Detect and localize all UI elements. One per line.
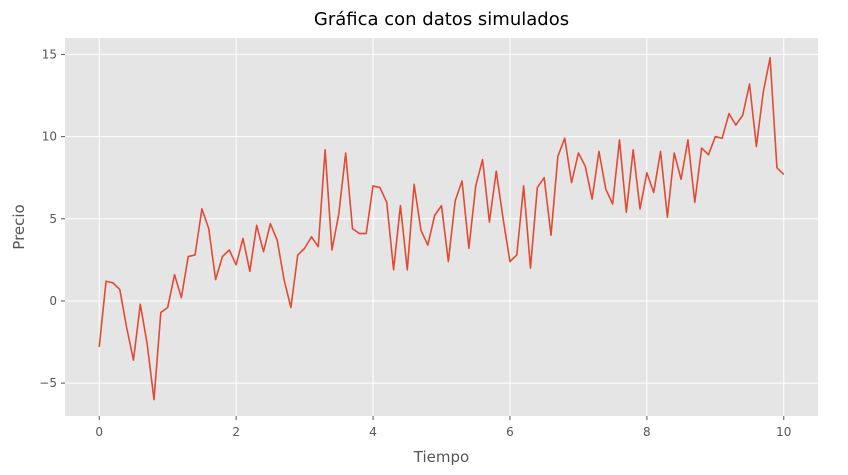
x-tick-label: 0: [95, 425, 103, 439]
tick-labels: 0 2 4 6 8 10 −5 0 5 10 15: [39, 47, 791, 439]
x-tick-label: 2: [232, 425, 240, 439]
y-tick-label: −5: [39, 376, 57, 390]
plot-background: [65, 38, 818, 416]
x-tick-label: 10: [776, 425, 791, 439]
y-tick-label: 0: [49, 294, 57, 308]
gridlines: [65, 38, 818, 416]
x-tick-label: 6: [506, 425, 514, 439]
y-axis-label: Precio: [10, 204, 28, 249]
chart-title: Gráfica con datos simulados: [314, 9, 569, 30]
series-line: [98, 56, 785, 401]
y-tick-label: 10: [42, 130, 57, 144]
x-tick-label: 8: [643, 425, 651, 439]
y-tick-label: 5: [49, 212, 57, 226]
y-tick-label: 15: [42, 47, 57, 61]
x-axis-label: Tiempo: [413, 448, 469, 466]
data-series: [98, 56, 785, 401]
x-tick-label: 4: [369, 425, 377, 439]
